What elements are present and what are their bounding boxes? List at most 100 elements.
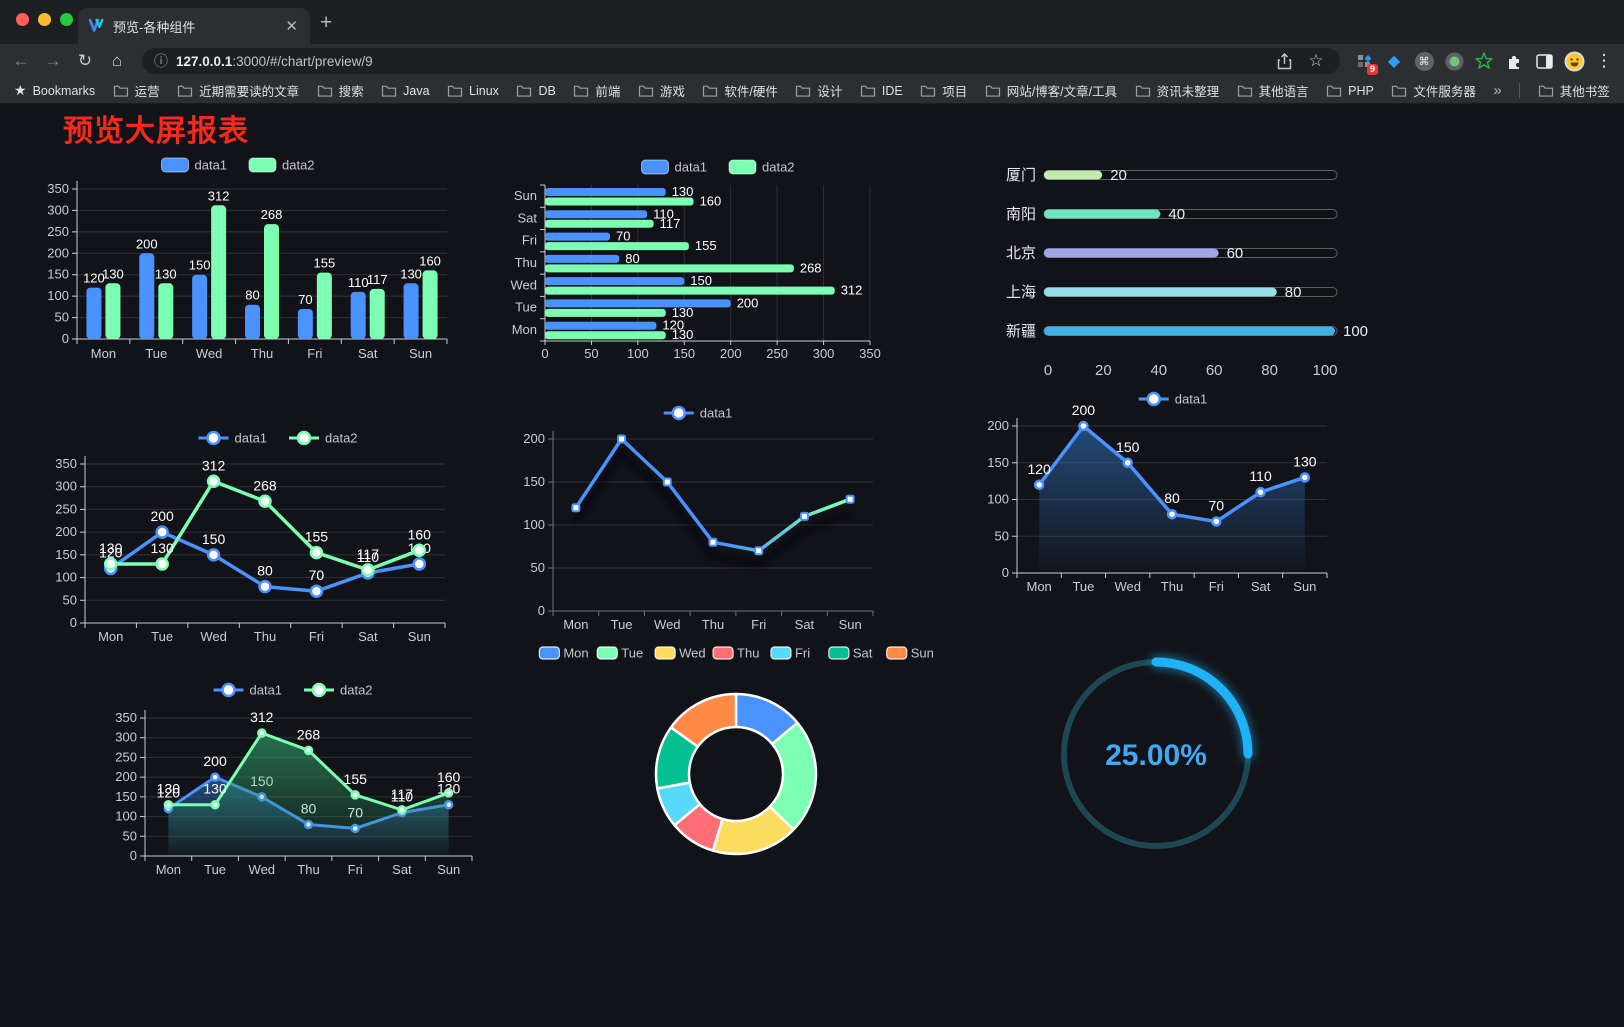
browser-tab[interactable]: 预览-各种组件 ✕: [78, 8, 310, 44]
svg-text:Sun: Sun: [911, 646, 934, 661]
bookmark-item[interactable]: 游戏: [638, 81, 685, 100]
svg-text:130: 130: [672, 327, 694, 342]
svg-text:data2: data2: [282, 158, 315, 173]
svg-text:100: 100: [47, 288, 69, 303]
sidebar-icon[interactable]: [1532, 49, 1556, 73]
svg-text:110: 110: [1249, 468, 1272, 484]
svg-text:200: 200: [203, 753, 227, 769]
command-extension-icon[interactable]: ⌘: [1412, 49, 1436, 73]
bookmark-item[interactable]: 其他语言: [1237, 81, 1309, 100]
svg-text:新疆: 新疆: [1006, 323, 1036, 340]
bookmark-item[interactable]: 近期需要读的文章: [177, 81, 299, 100]
bookmark-item[interactable]: DB: [516, 84, 556, 98]
back-icon[interactable]: ←: [12, 51, 30, 70]
bookmark-item[interactable]: 设计: [795, 81, 842, 100]
svg-text:0: 0: [538, 603, 545, 618]
bookmark-item[interactable]: Java: [381, 84, 430, 98]
svg-text:Tue: Tue: [621, 646, 643, 661]
bookmark-label: 软件/硬件: [724, 85, 778, 99]
home-icon[interactable]: ⌂: [111, 51, 123, 70]
address-bar[interactable]: ⓘ 127.0.0.1:3000/#/chart/preview/9 ☆: [142, 48, 1340, 74]
tabs-extension-icon[interactable]: 9: [1352, 49, 1378, 75]
record-extension-icon[interactable]: [1442, 49, 1466, 73]
svg-text:data1: data1: [675, 160, 708, 175]
svg-text:Mon: Mon: [512, 322, 537, 337]
svg-text:0: 0: [62, 331, 69, 346]
svg-text:Thu: Thu: [515, 255, 537, 270]
site-info-icon[interactable]: ⓘ: [154, 53, 168, 69]
svg-text:117: 117: [367, 272, 388, 287]
green-star-icon[interactable]: [1472, 49, 1496, 73]
svg-text:150: 150: [202, 531, 226, 547]
svg-text:117: 117: [391, 786, 414, 802]
other-bookmarks-folder[interactable]: 其他书签: [1538, 81, 1610, 100]
svg-text:117: 117: [660, 216, 681, 231]
svg-text:Thu: Thu: [1161, 579, 1183, 594]
svg-text:25.00%: 25.00%: [1105, 739, 1207, 772]
bookmark-star-icon[interactable]: ☆: [1308, 51, 1324, 70]
bookmark-item[interactable]: 前端: [573, 81, 620, 100]
bookmark-item[interactable]: IDE: [860, 84, 903, 98]
svg-text:150: 150: [523, 474, 545, 489]
bookmark-item[interactable]: 项目: [920, 81, 967, 100]
bookmark-item[interactable]: 软件/硬件: [702, 81, 778, 100]
svg-text:150: 150: [189, 258, 211, 273]
svg-text:120: 120: [1027, 461, 1051, 477]
avatar-emoji[interactable]: [1562, 49, 1586, 73]
folder-icon: [860, 85, 875, 97]
bookmarks-manager[interactable]: ★ Bookmarks: [14, 82, 95, 99]
close-window-button[interactable]: [16, 13, 29, 26]
svg-text:100: 100: [627, 346, 649, 361]
svg-text:data1: data1: [700, 406, 733, 421]
svg-text:160: 160: [419, 253, 441, 268]
svg-text:155: 155: [695, 238, 717, 253]
folder-icon: [517, 85, 532, 97]
svg-text:Fri: Fri: [307, 346, 322, 361]
svg-text:40: 40: [1168, 206, 1185, 223]
bookmark-label: 搜索: [338, 85, 364, 99]
bookmark-item[interactable]: PHP: [1326, 84, 1374, 98]
extensions-puzzle-icon[interactable]: [1502, 49, 1526, 73]
bookmark-item[interactable]: 搜索: [317, 81, 364, 100]
svg-text:80: 80: [1164, 490, 1180, 506]
svg-text:Sat: Sat: [1251, 579, 1271, 594]
menu-icon[interactable]: ⋮: [1595, 51, 1613, 70]
svg-text:Sun: Sun: [839, 617, 862, 632]
svg-text:200: 200: [987, 418, 1009, 433]
bookmark-item[interactable]: 运营: [113, 81, 160, 100]
tab-close-icon[interactable]: ✕: [285, 18, 298, 35]
svg-text:100: 100: [987, 492, 1009, 507]
svg-text:0: 0: [130, 848, 137, 863]
folder-icon: [1237, 85, 1252, 97]
gem-icon[interactable]: ◆: [1387, 53, 1401, 70]
page-content: 预览大屏报表 0 50 100 150 200 250 300 350 Mon Tue Wed Thu…: [0, 104, 1624, 1027]
new-tab-button[interactable]: +: [320, 11, 333, 34]
svg-text:40: 40: [1150, 362, 1167, 379]
svg-text:150: 150: [47, 267, 69, 282]
svg-text:Mon: Mon: [563, 617, 588, 632]
reload-icon[interactable]: ↻: [77, 51, 93, 70]
svg-text:Fri: Fri: [522, 233, 537, 248]
minimize-window-button[interactable]: [38, 13, 51, 26]
svg-text:250: 250: [115, 749, 137, 764]
svg-text:data1: data1: [1175, 392, 1208, 407]
svg-text:80: 80: [1285, 284, 1302, 301]
bookmark-item[interactable]: Linux: [447, 84, 499, 98]
bookmark-item[interactable]: 资讯未整理: [1135, 81, 1219, 100]
svg-text:Sun: Sun: [1293, 579, 1316, 594]
svg-text:Tue: Tue: [204, 862, 226, 877]
bookmark-item[interactable]: 文件服务器: [1391, 81, 1476, 100]
maximize-window-button[interactable]: [60, 13, 73, 26]
forward-icon[interactable]: →: [44, 51, 62, 70]
svg-text:350: 350: [859, 346, 881, 361]
svg-text:Wed: Wed: [1114, 579, 1141, 594]
bookmarks-overflow-button[interactable]: »: [1493, 82, 1501, 99]
folder-icon: [1538, 85, 1553, 97]
page-title: 预览大屏报表: [63, 115, 249, 148]
bookmark-item[interactable]: 网站/博客/文章/工具: [985, 81, 1117, 100]
svg-text:Thu: Thu: [254, 629, 276, 644]
browser-titlebar: 预览-各种组件 ✕ +: [0, 0, 1624, 44]
svg-text:Wed: Wed: [249, 862, 275, 877]
svg-text:130: 130: [157, 781, 181, 797]
share-icon[interactable]: [1272, 49, 1296, 73]
